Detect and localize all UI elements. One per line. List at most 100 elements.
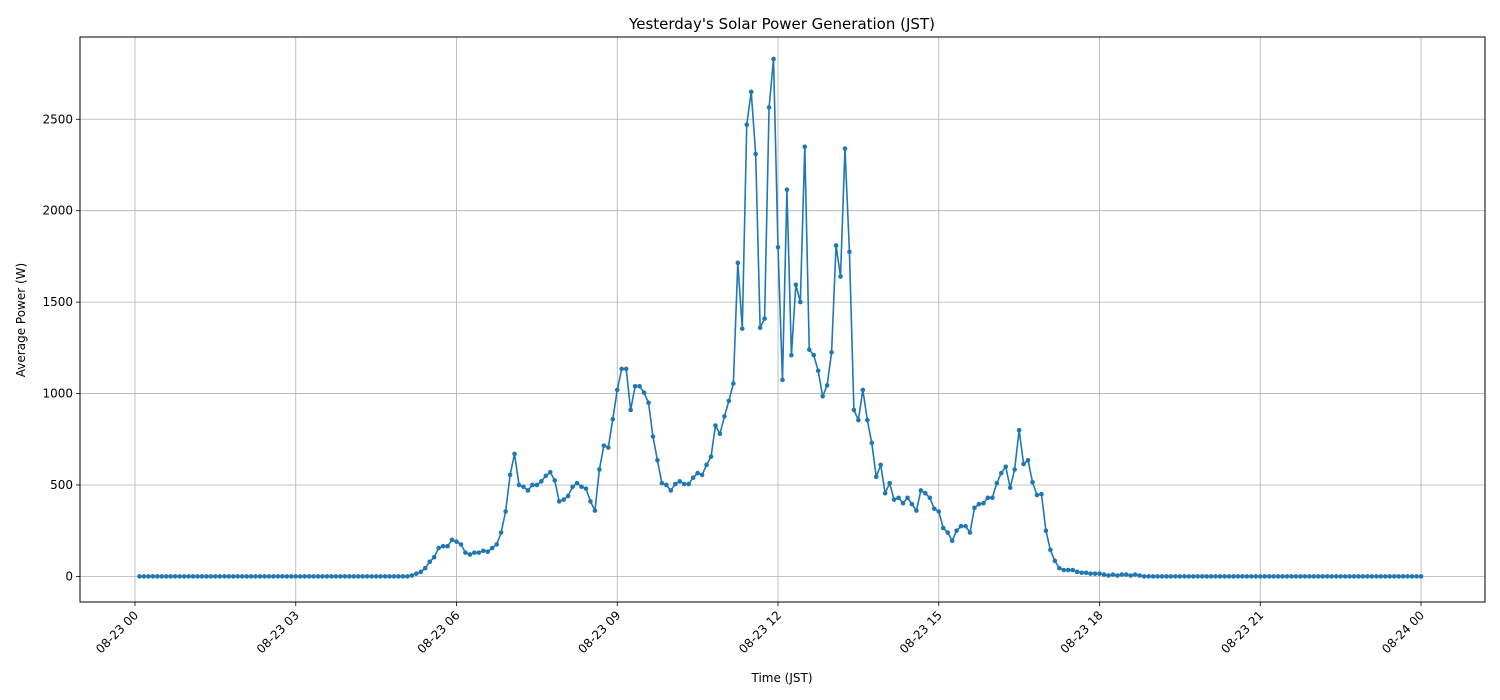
data-point [731, 381, 736, 386]
data-point [485, 549, 491, 555]
data-point [1400, 574, 1406, 579]
data-point [168, 574, 174, 579]
data-point [1382, 574, 1388, 579]
data-point [798, 299, 803, 305]
data-point [994, 480, 1000, 486]
data-point [1123, 572, 1129, 577]
data-point [1374, 574, 1379, 579]
data-point [333, 574, 339, 579]
data-point [1016, 427, 1022, 433]
data-point [637, 383, 642, 389]
plot-frame [79, 36, 1486, 603]
data-point [364, 574, 370, 579]
data-point [1347, 574, 1352, 579]
data-point [744, 122, 750, 128]
data-point [1320, 574, 1326, 579]
data-point [489, 545, 495, 551]
data-point [1128, 573, 1134, 578]
data-point [1106, 573, 1111, 578]
data-point [288, 574, 294, 579]
data-point [351, 574, 357, 579]
data-point [539, 479, 544, 484]
data-point [896, 495, 901, 501]
data-point [757, 325, 763, 331]
data-point [806, 347, 812, 352]
data-point [664, 482, 669, 488]
data-point [1275, 574, 1281, 579]
data-point [440, 543, 446, 549]
data-point [985, 495, 991, 501]
data-point [1115, 573, 1120, 578]
data-point [1007, 485, 1013, 491]
data-point [347, 574, 352, 579]
data-point [534, 482, 540, 488]
data-point [373, 574, 379, 579]
data-point [400, 574, 406, 579]
data-point [856, 417, 861, 423]
data-point [623, 366, 629, 372]
data-point [472, 550, 477, 555]
data-point [516, 482, 522, 488]
data-point [681, 481, 687, 487]
data-point [610, 416, 616, 422]
data-point [1132, 572, 1138, 577]
data-point [217, 574, 223, 579]
y-tick-label: 500 [50, 478, 73, 492]
data-point [235, 574, 240, 579]
data-point [905, 495, 910, 501]
data-point [1222, 574, 1227, 579]
data-point [137, 574, 142, 579]
data-point [431, 554, 437, 560]
data-point [1173, 574, 1178, 579]
y-axis: 0 500 1000 1500 2000 2500 [42, 112, 80, 583]
data-point [369, 574, 374, 579]
data-point [565, 493, 571, 499]
data-point [463, 550, 468, 555]
data-point [811, 352, 817, 358]
data-point [1302, 574, 1308, 579]
data-point [181, 574, 187, 579]
data-point [784, 187, 790, 192]
data-point [396, 574, 401, 579]
data-point [1088, 571, 1093, 576]
data-point [405, 574, 410, 579]
data-point [579, 484, 584, 490]
data-point [213, 574, 218, 579]
data-point [1244, 574, 1250, 579]
data-point [1177, 574, 1183, 579]
data-point [972, 505, 977, 511]
data-point [525, 488, 531, 493]
data-point [802, 144, 808, 150]
data-point [190, 574, 196, 579]
data-point [275, 574, 281, 579]
data-point [284, 574, 290, 579]
x-axis-label: Time (JST) [750, 671, 812, 685]
data-point [990, 495, 995, 501]
data-point [271, 574, 276, 579]
data-point [735, 260, 741, 266]
data-point [958, 523, 964, 529]
data-point [1186, 574, 1192, 579]
data-point [1378, 574, 1384, 579]
data-point [655, 457, 660, 463]
data-point [329, 574, 334, 579]
data-point [1262, 574, 1268, 579]
data-point [860, 387, 866, 393]
data-point [641, 390, 647, 395]
data-point [789, 352, 794, 358]
data-point [909, 501, 915, 507]
data-point [507, 472, 513, 478]
data-point [1070, 567, 1076, 573]
data-point [1083, 570, 1089, 576]
data-point [1311, 574, 1317, 579]
data-point [914, 508, 919, 513]
data-point [315, 574, 321, 579]
data-point [766, 105, 772, 110]
data-point [1316, 574, 1321, 579]
data-point [427, 559, 433, 565]
data-point [606, 445, 611, 450]
chart-title: Yesterday's Solar Power Generation (JST) [628, 15, 935, 33]
data-point [1065, 567, 1071, 573]
data-point [1204, 574, 1209, 579]
